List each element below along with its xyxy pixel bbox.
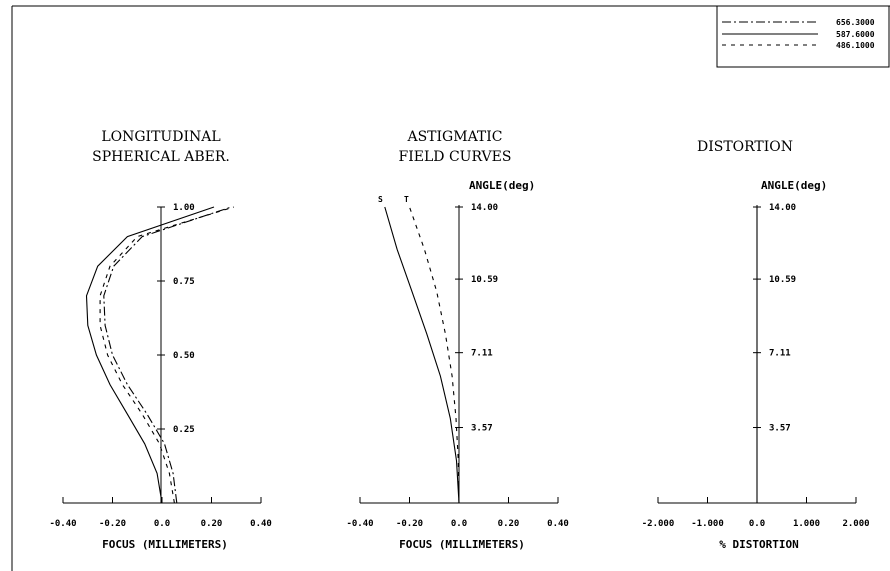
spherical-x-tick-label-1: -0.20	[99, 519, 126, 529]
astigmatic-curve-1	[408, 206, 460, 504]
spherical-x-tick-label-4: 0.40	[250, 519, 272, 529]
distortion-y-tick-label-2: 10.59	[769, 275, 796, 285]
distortion-x-tick-label-0: -2.000	[642, 519, 675, 529]
astigmatic-title-line-2: FIELD CURVES	[399, 149, 512, 165]
astigmatic-x-tick-label-1: -0.20	[396, 519, 423, 529]
astigmatic-angle-label: ANGLE(deg)	[469, 179, 535, 192]
distortion-x-tick-label-1: -1.000	[691, 519, 724, 529]
astigmatic-x-tick-label-0: -0.40	[346, 519, 373, 529]
spherical-y-tick-label-1: 0.50	[173, 351, 195, 361]
distortion-x-ticks: -2.000 -1.000 0.0 1.000 2.000	[642, 497, 870, 529]
legend-label-1: 587.6000	[836, 30, 875, 39]
distortion-x-tick-label-2: 0.0	[749, 519, 765, 529]
spherical-y-tick-label-0: 0.25	[173, 425, 195, 435]
astigmatic-s-label: S	[378, 195, 383, 204]
panel-distortion: DISTORTION ANGLE(deg) -2.000 -1.000 0.0 1.0…	[642, 139, 870, 551]
spherical-x-tick-label-2: 0.0	[154, 519, 170, 529]
spherical-curve-1	[103, 206, 232, 504]
spherical-x-ticks: -0.40 -0.20 0.0 0.20 0.40	[49, 497, 272, 529]
astigmatic-x-ticks: -0.40 -0.20 0.0 0.20 0.40	[346, 497, 569, 529]
spherical-curves	[85, 206, 234, 504]
astigmatic-y-tick-label-3: 14.00	[471, 203, 498, 213]
distortion-angle-label: ANGLE(deg)	[761, 179, 827, 192]
astigmatic-x-tick-label-4: 0.40	[547, 519, 569, 529]
spherical-y-tick-label-2: 0.75	[173, 277, 195, 287]
spherical-curve-2	[99, 206, 234, 504]
astigmatic-x-tick-label-3: 0.20	[498, 519, 520, 529]
panel-spherical-aberration: LONGITUDINAL SPHERICAL ABER. -0.40 -0.20 0…	[49, 129, 271, 551]
distortion-y-ticks: 3.57 7.11 10.59 14.00	[753, 203, 796, 434]
distortion-x-label: % DISTORTION	[719, 538, 798, 551]
spherical-curve-0	[85, 206, 215, 504]
legend-box	[716, 5, 890, 68]
spherical-y-tick-label-3: 1.00	[173, 203, 195, 213]
astigmatic-t-label: T	[404, 195, 409, 204]
distortion-y-tick-label-0: 3.57	[769, 424, 791, 434]
astigmatic-y-tick-label-1: 7.11	[471, 349, 493, 359]
spherical-y-ticks: 0.25 0.50 0.75 1.00	[157, 203, 195, 435]
astigmatic-y-ticks: 3.57 7.11 10.59 14.00	[455, 203, 498, 434]
astigmatic-x-label: FOCUS (MILLIMETERS)	[399, 538, 525, 551]
distortion-x-tick-label-4: 2.000	[842, 519, 869, 529]
astigmatic-y-tick-label-0: 3.57	[471, 424, 493, 434]
astigmatic-curves	[384, 206, 460, 504]
legend-label-2: 486.1000	[836, 41, 875, 50]
astigmatic-curve-0	[384, 206, 460, 504]
spherical-title-line-1: LONGITUDINAL	[101, 129, 220, 145]
spherical-x-tick-label-0: -0.40	[49, 519, 76, 529]
panel-astigmatic-field-curves: ASTIGMATIC FIELD CURVES ANGLE(deg) -0.40…	[346, 129, 568, 551]
distortion-title: DISTORTION	[697, 139, 793, 155]
distortion-x-tick-label-3: 1.000	[793, 519, 820, 529]
legend-label-0: 656.3000	[836, 18, 875, 27]
astigmatic-y-tick-label-2: 10.59	[471, 275, 498, 285]
spherical-x-tick-label-3: 0.20	[201, 519, 223, 529]
legend: 656.3000 587.6000 486.1000	[716, 5, 890, 68]
astigmatic-title-line-1: ASTIGMATIC	[406, 129, 502, 145]
astigmatic-x-tick-label-2: 0.0	[451, 519, 467, 529]
distortion-y-tick-label-3: 14.00	[769, 203, 796, 213]
distortion-y-tick-label-1: 7.11	[769, 349, 791, 359]
spherical-title-line-2: SPHERICAL ABER.	[92, 149, 230, 165]
spherical-x-label: FOCUS (MILLIMETERS)	[102, 538, 228, 551]
